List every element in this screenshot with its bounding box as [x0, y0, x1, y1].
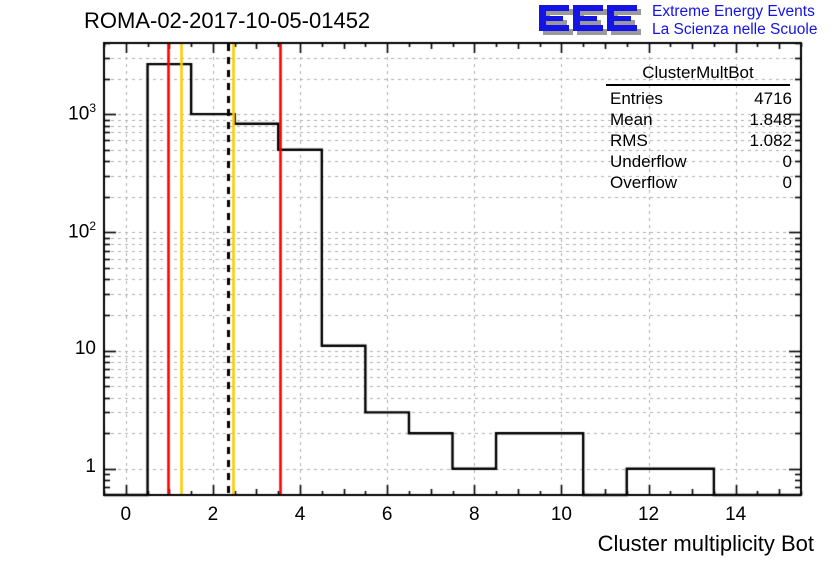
stats-value-mean: 1.848 [749, 110, 792, 129]
stats-row-underflow: Underflow 0 [600, 151, 796, 172]
stats-label-underflow: Underflow [610, 152, 687, 171]
x-tick-label-14: 14 [725, 504, 747, 525]
stats-label-rms: RMS [610, 131, 648, 150]
x-tick-label-10: 10 [550, 504, 572, 525]
stats-value-entries: 4716 [754, 89, 792, 108]
stats-row-rms: RMS 1.082 [600, 130, 796, 151]
eee-logo: Extreme Energy Events La Scienza nelle S… [538, 2, 834, 42]
x-axis-title: Cluster multiplicity Bot [597, 531, 814, 556]
stats-box: ClusterMultBot Entries 4716 Mean 1.848 R… [600, 62, 796, 193]
eee-tagline: Extreme Energy Events La Scienza nelle S… [652, 3, 817, 39]
y-tick-label-10: 10 [74, 337, 96, 359]
y-tick-label-1: 1 [85, 455, 96, 477]
stats-label-overflow: Overflow [610, 173, 678, 192]
stats-label-entries: Entries [610, 89, 663, 108]
eee-tagline-line2: La Scienza nelle Scuole [652, 21, 818, 38]
x-tick-label-6: 6 [381, 504, 393, 525]
x-tick-label-2: 2 [207, 504, 219, 525]
y-tick-label-102: 102 [68, 219, 96, 243]
stats-row-mean: Mean 1.848 [600, 109, 796, 130]
stats-label-mean: Mean [610, 110, 653, 129]
stats-row-overflow: Overflow 0 [600, 172, 796, 193]
x-tick-label-0: 0 [120, 504, 132, 525]
page-title: ROMA-02-2017-10-05-01452 [84, 8, 371, 33]
x-tick-label-12: 12 [637, 504, 660, 525]
eee-tagline-line1: Extreme Energy Events [652, 3, 815, 20]
stats-row-entries: Entries 4716 [600, 88, 796, 109]
x-tick-label-4: 4 [294, 504, 306, 525]
y-tick-label-103: 103 [68, 101, 96, 125]
stats-value-rms: 1.082 [749, 131, 792, 150]
x-tick-label-8: 8 [468, 504, 480, 525]
eee-mark-icon [539, 5, 641, 35]
stats-title: ClusterMultBot [606, 62, 790, 86]
stats-value-underflow: 0 [782, 152, 792, 171]
stats-value-overflow: 0 [782, 173, 792, 192]
